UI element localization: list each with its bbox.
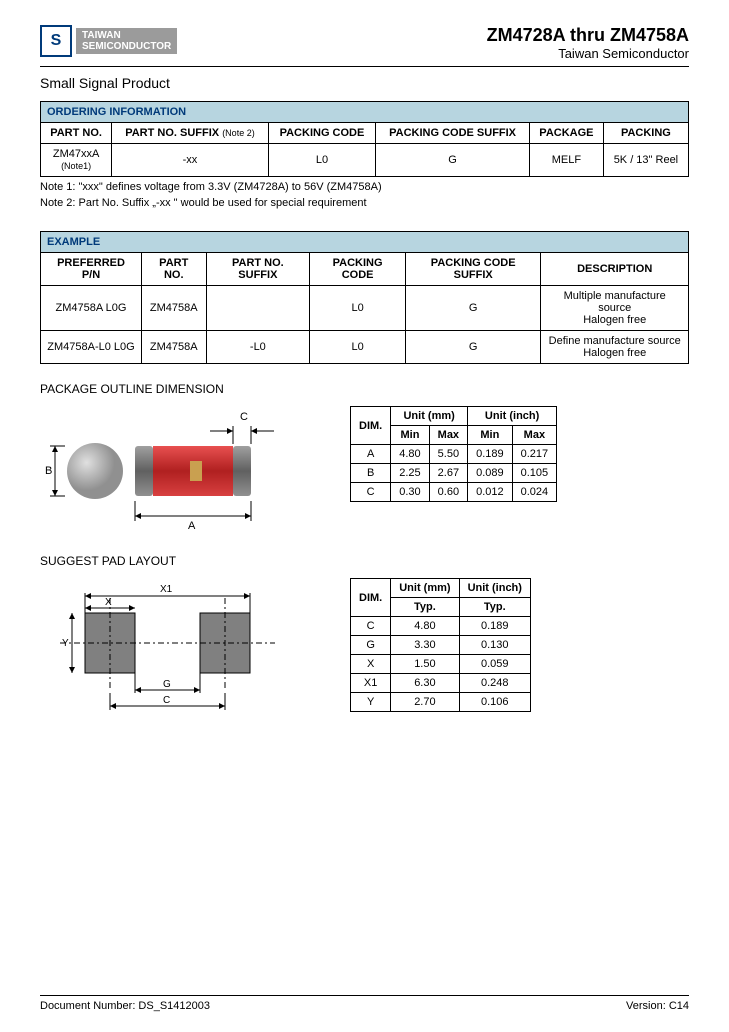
company-logo: S TAIWANSEMICONDUCTOR — [40, 25, 177, 57]
page-subtitle: Taiwan Semiconductor — [487, 46, 689, 61]
svg-text:A: A — [188, 520, 196, 532]
col-partno: PART NO. — [41, 123, 112, 144]
cell-partno: ZM47xxA(Note1) — [41, 144, 112, 177]
pad-layout-diagram: X1 X Y G C — [40, 578, 320, 718]
col-package: PACKAGE — [529, 123, 603, 144]
doc-number: Document Number: DS_S1412003 — [40, 1000, 210, 1012]
pad-layout-title: SUGGEST PAD LAYOUT — [40, 554, 689, 568]
ordering-header: ORDERING INFORMATION — [41, 102, 689, 123]
ex-col-psuffix: PACKING CODE SUFFIX — [405, 253, 540, 286]
brand-text: TAIWANSEMICONDUCTOR — [76, 28, 177, 54]
example-header: EXAMPLE — [41, 232, 689, 253]
col-packing: PACKING — [603, 123, 688, 144]
svg-text:C: C — [163, 695, 170, 706]
ex-col-pcode: PACKING CODE — [310, 253, 406, 286]
cell-pcode: L0 — [268, 144, 375, 177]
svg-text:X1: X1 — [160, 584, 173, 595]
ex-col-pref: PREFERRED P/N — [41, 253, 142, 286]
svg-text:X: X — [105, 597, 112, 608]
cell-suffix: -xx — [112, 144, 269, 177]
pad-dimension-table: DIM. Unit (mm) Unit (inch) Typ. Typ. C4.… — [350, 578, 531, 712]
example-table: EXAMPLE PREFERRED P/N PART NO. PART NO. … — [40, 231, 689, 364]
ex-col-desc: DESCRIPTION — [541, 253, 689, 286]
package-outline-diagram: B A C — [40, 406, 320, 536]
ordering-table: ORDERING INFORMATION PART NO. PART NO. S… — [40, 101, 689, 177]
doc-version: Version: C14 — [626, 1000, 689, 1012]
cell-packing: 5K / 13" Reel — [603, 144, 688, 177]
note-1: Note 1: "xxx" defines voltage from 3.3V … — [40, 181, 689, 193]
col-psuffix: PACKING CODE SUFFIX — [376, 123, 530, 144]
svg-text:Y: Y — [62, 638, 69, 649]
ex-col-pn: PART NO. — [142, 253, 207, 286]
svg-text:G: G — [163, 679, 171, 690]
example-row: ZM4758A-L0 L0G ZM4758A -L0 L0 G Define m… — [41, 331, 689, 364]
col-pcode: PACKING CODE — [268, 123, 375, 144]
logo-mark: S — [40, 25, 72, 57]
product-category: Small Signal Product — [40, 75, 689, 91]
note-2: Note 2: Part No. Suffix „-xx " would be … — [40, 197, 689, 209]
page-title: ZM4728A thru ZM4758A — [487, 25, 689, 46]
pkg-outline-title: PACKAGE OUTLINE DIMENSION — [40, 382, 689, 396]
svg-text:C: C — [240, 411, 248, 423]
cell-package: MELF — [529, 144, 603, 177]
ex-col-suffix: PART NO. SUFFIX — [206, 253, 310, 286]
col-suffix: PART NO. SUFFIX (Note 2) — [112, 123, 269, 144]
svg-text:B: B — [45, 465, 52, 477]
pkg-dimension-table: DIM. Unit (mm) Unit (inch) Min Max Min M… — [350, 406, 557, 502]
example-row: ZM4758A L0G ZM4758A L0 G Multiple manufa… — [41, 286, 689, 331]
cell-psuffix: G — [376, 144, 530, 177]
